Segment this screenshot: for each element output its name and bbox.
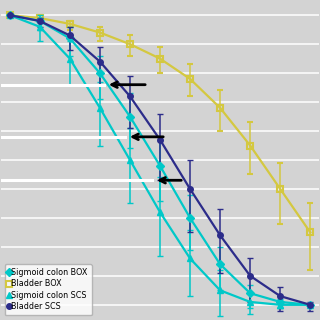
Legend: Sigmoid colon BOX, Bladder BOX, Sigmoid colon SCS, Bladder SCS: Sigmoid colon BOX, Bladder BOX, Sigmoid … [5,264,92,315]
